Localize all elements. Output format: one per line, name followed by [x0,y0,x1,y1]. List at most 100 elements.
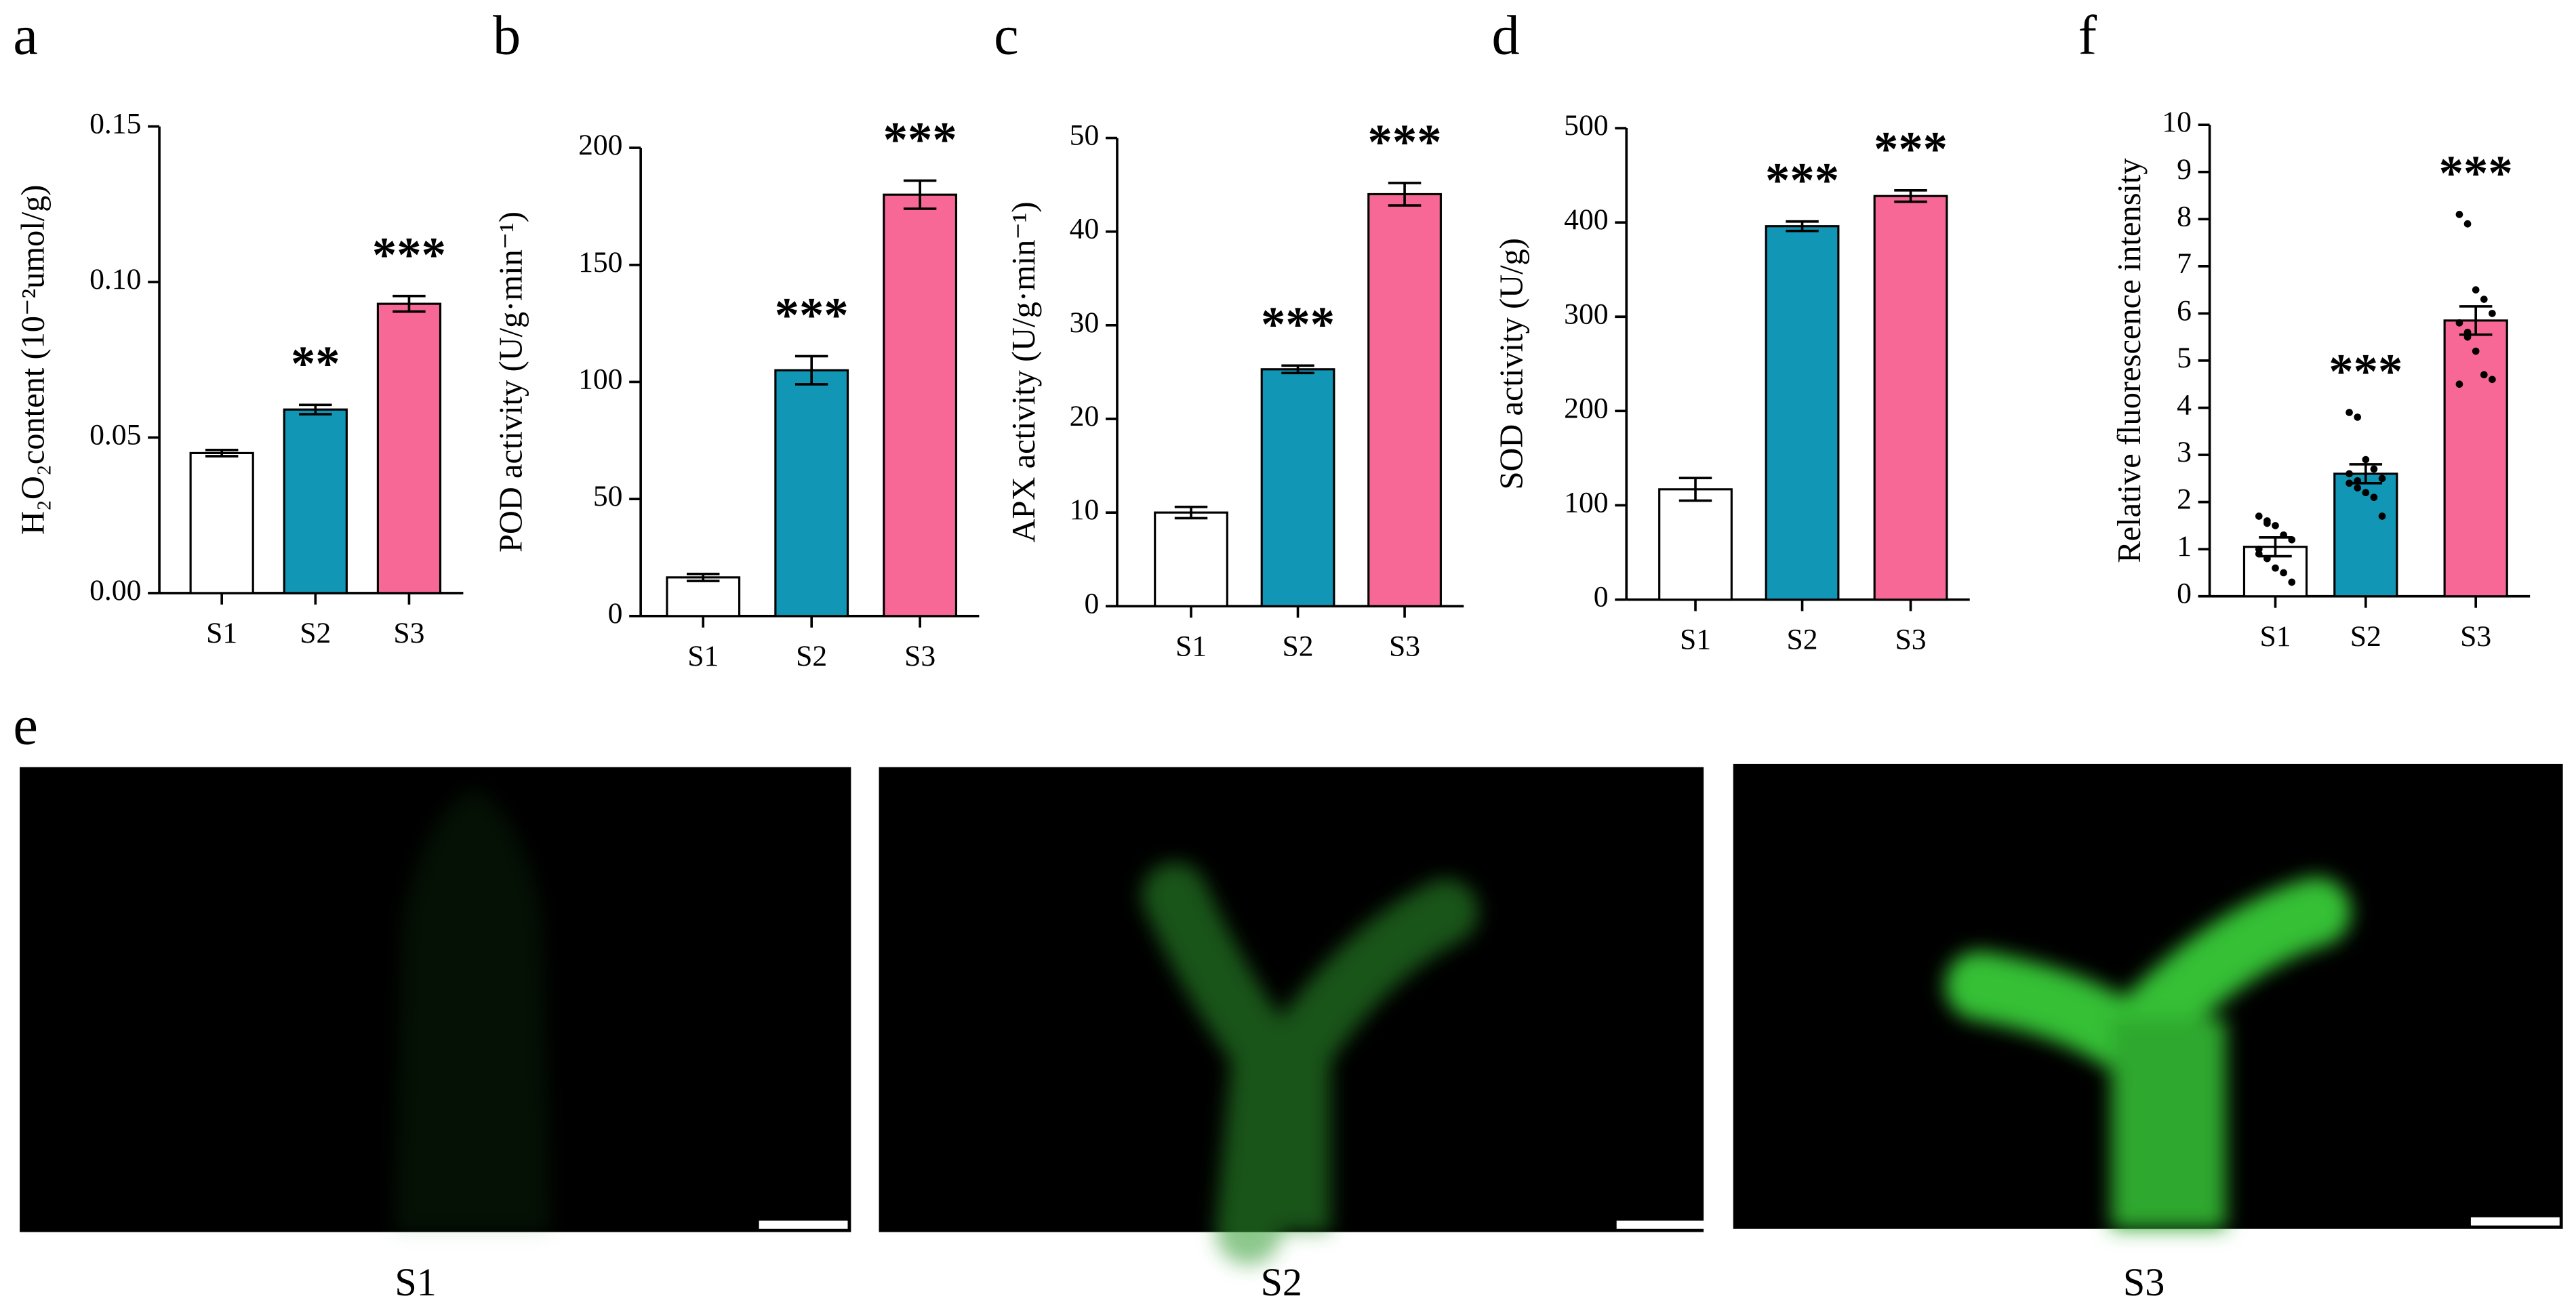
significance: *** [372,227,446,282]
y-tick-label: 20 [1070,400,1100,432]
x-tick-label: S1 [2259,620,2291,653]
y-tick-label: 300 [1564,298,1608,330]
seedling [1142,862,1479,1266]
bar [1658,488,1733,601]
y-axis-title: POD activity (U/g·min⁻¹) [494,211,529,552]
bar [774,369,849,618]
y-tick-label: 0.00 [89,574,141,607]
data-point [2255,512,2263,520]
data-point [2280,569,2287,577]
data-point [2370,465,2378,473]
x-tick-label: S3 [904,640,935,672]
x-tick-label: S2 [1283,630,1314,662]
x-tick-label: S3 [1895,624,1926,656]
panel-letter: a [13,4,38,66]
data-point [2346,470,2353,478]
data-point [2346,479,2353,487]
data-point [2280,531,2287,539]
y-tick-label: 0.05 [89,418,141,451]
data-point [2288,536,2296,544]
data-point [2263,554,2271,563]
y-tick-label: 0 [2177,578,2192,610]
panel-letter: e [13,694,38,756]
y-tick-label: 4 [2177,389,2192,422]
data-point [2472,286,2480,294]
y-tick-label: 1 [2177,530,2192,563]
data-point [2370,493,2378,502]
micrograph-s3 [1733,763,2563,1229]
scale-bar [1616,1220,1706,1229]
y-tick-label: 40 [1070,213,1100,245]
y-tick-label: 100 [578,363,622,395]
image-label: S1 [395,1260,436,1304]
y-axis-title: H₂O₂content (10⁻²umol/g) [15,184,51,535]
y-tick-label: 10 [1070,493,1100,526]
y-tick-label: 8 [2177,200,2192,233]
panel-letter: b [493,4,521,66]
y-tick-label: 9 [2177,153,2192,186]
bar [1367,193,1442,607]
image-label: S3 [2123,1260,2165,1304]
significance: ** [291,336,340,391]
y-tick-label: 0 [1594,581,1609,613]
seedling [394,788,550,1232]
y-axis-title: Relative fluorescence intensity [2112,158,2148,563]
y-tick-label: 500 [1564,109,1608,142]
data-point [2489,310,2496,317]
y-tick-label: 3 [2177,436,2192,468]
y-tick-label: 2 [2177,483,2192,516]
panel-letter: d [1492,4,1520,66]
data-point [2463,220,2472,228]
data-point [2480,296,2488,303]
data-point [2288,578,2296,586]
data-point [2354,413,2362,421]
y-tick-label: 0 [608,597,623,630]
data-point [2272,522,2279,529]
x-tick-label: S2 [796,640,827,672]
data-point [2378,474,2386,483]
x-tick-label: S2 [2350,620,2381,653]
image-label: S2 [1261,1260,1302,1304]
data-point [2362,489,2370,497]
panel-letter: f [2078,4,2097,66]
data-point [2354,477,2362,485]
y-tick-label: 400 [1564,203,1608,236]
bar [883,193,958,618]
bar [1873,195,1948,601]
data-point [2472,347,2480,355]
data-point [2455,319,2463,327]
y-tick-label: 30 [1070,306,1100,339]
y-tick-label: 10 [2162,106,2192,138]
x-tick-label: S2 [1787,624,1818,656]
x-tick-label: S1 [1175,630,1207,662]
x-tick-label: S3 [393,617,424,649]
y-tick-label: 150 [578,246,622,279]
y-tick-label: 5 [2177,342,2192,374]
y-tick-label: 200 [578,129,622,161]
significance: *** [883,112,957,167]
x-tick-label: S3 [2460,620,2491,653]
x-tick-label: S1 [1680,624,1711,656]
y-tick-label: 50 [593,480,623,512]
x-tick-label: S2 [300,617,331,649]
data-point [2378,512,2386,520]
y-tick-label: 50 [1070,119,1100,152]
significance: *** [2439,146,2513,201]
data-point [2362,456,2370,464]
y-tick-label: 100 [1564,486,1608,519]
panel-letter: c [994,4,1019,66]
micrograph-s2 [879,767,1706,1266]
y-axis-title: APX activity (U/g·min⁻¹) [1006,201,1042,542]
y-tick-label: 200 [1564,392,1608,424]
data-point [2455,380,2463,388]
scale-bar [2470,1217,2560,1226]
bar [1154,511,1228,607]
y-tick-label: 0.15 [89,108,141,140]
data-point [2263,519,2271,527]
bar [1260,368,1335,607]
y-tick-label: 0.10 [89,263,141,296]
data-point [2255,545,2263,553]
data-point [2346,409,2353,416]
